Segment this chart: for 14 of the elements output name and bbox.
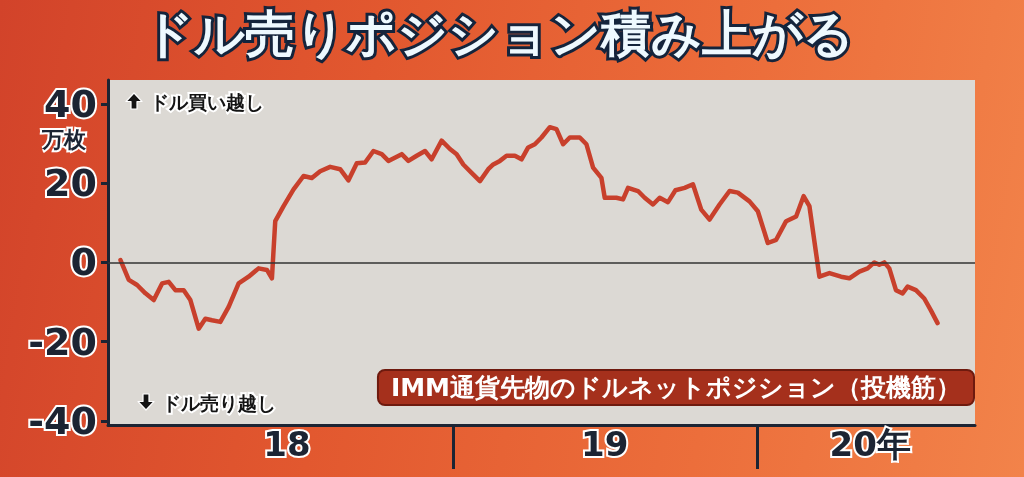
annotation: ドル買い越し [150, 90, 264, 113]
annotation: ドル売り越し [162, 391, 276, 414]
chart-title: ドル売りポジション積み上がる [143, 5, 854, 63]
x-tick-label: 19 [581, 424, 629, 464]
y-axis-title: 万枚 [41, 126, 87, 152]
x-tick-label: 20年 [829, 424, 911, 464]
y-tick-label: 20 [44, 161, 97, 206]
x-tick-label: 18 [263, 424, 311, 464]
annotation: IMM通貨先物のドルネットポジション（投機筋） [390, 373, 961, 402]
y-tick-label: -40 [28, 399, 97, 444]
y-tick-label: 40 [44, 81, 97, 126]
line-series [118, 124, 940, 331]
y-tick-label: 0 [70, 240, 97, 285]
y-tick-label: -20 [28, 319, 97, 364]
